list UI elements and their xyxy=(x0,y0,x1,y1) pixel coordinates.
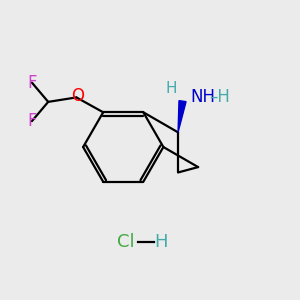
Text: NH: NH xyxy=(191,88,216,106)
Text: H: H xyxy=(154,233,168,251)
Text: F: F xyxy=(27,112,37,130)
Text: F: F xyxy=(27,74,37,92)
Text: Cl: Cl xyxy=(117,233,135,251)
Text: –H: –H xyxy=(209,88,230,106)
Text: H: H xyxy=(166,81,177,96)
Text: O: O xyxy=(71,87,84,105)
Polygon shape xyxy=(178,100,186,132)
